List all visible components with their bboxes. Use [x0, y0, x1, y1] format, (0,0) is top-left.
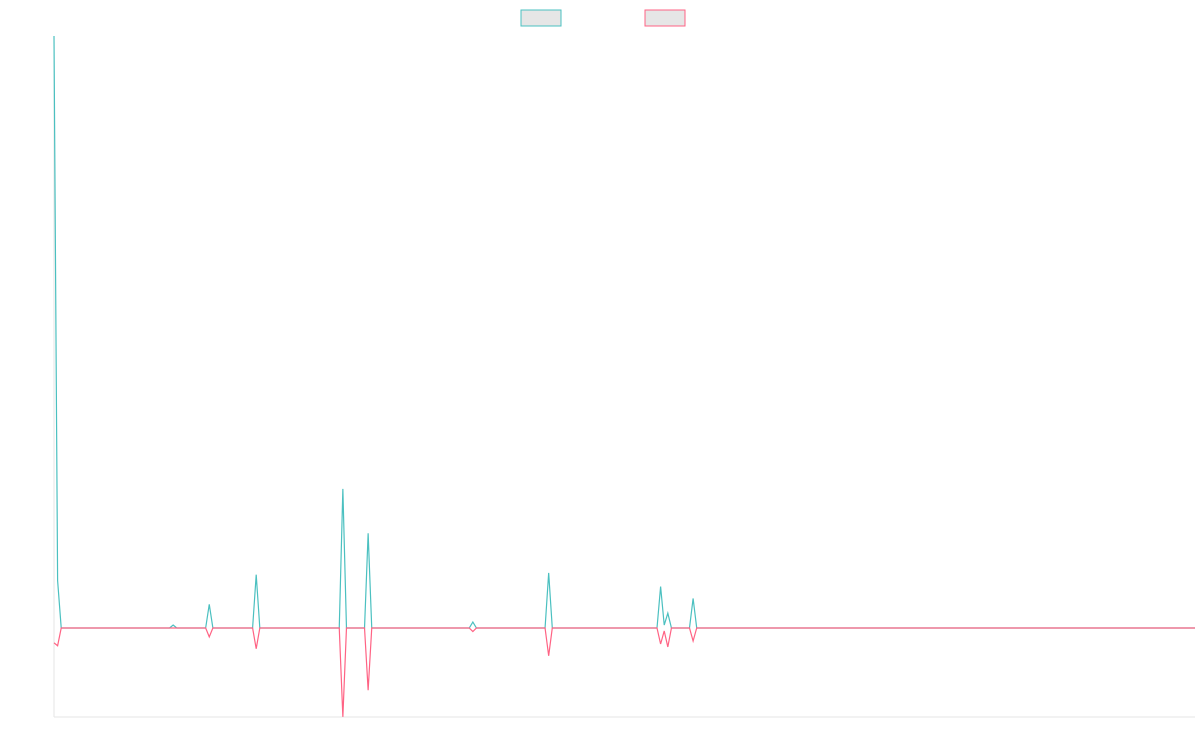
legend-swatch: [520, 9, 562, 27]
series-line: [53, 627, 1195, 717]
series-line: [53, 35, 1195, 629]
legend-swatch: [644, 9, 686, 27]
